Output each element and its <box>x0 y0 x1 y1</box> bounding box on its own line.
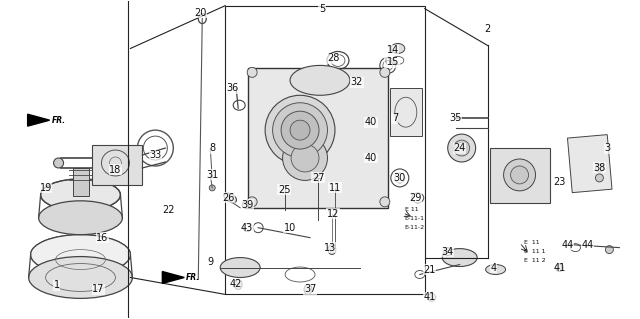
Ellipse shape <box>247 197 257 207</box>
Text: 28: 28 <box>327 54 339 63</box>
Bar <box>225 6 425 294</box>
Text: 11: 11 <box>329 183 341 193</box>
Text: 29: 29 <box>410 193 422 203</box>
Ellipse shape <box>486 264 506 274</box>
Bar <box>390 88 422 136</box>
Text: E  11 2: E 11 2 <box>524 257 545 263</box>
Text: 8: 8 <box>209 143 215 153</box>
Text: 10: 10 <box>284 223 296 233</box>
Ellipse shape <box>595 164 604 172</box>
Ellipse shape <box>454 140 470 156</box>
Text: E  11 1: E 11 1 <box>524 249 545 254</box>
Text: 22: 22 <box>162 205 175 215</box>
Text: 4: 4 <box>490 263 497 272</box>
Text: 18: 18 <box>109 165 122 175</box>
Text: 17: 17 <box>92 285 105 294</box>
Text: 5: 5 <box>319 4 325 14</box>
Text: E-11-1: E-11-1 <box>405 216 425 221</box>
Text: 30: 30 <box>394 173 406 183</box>
Ellipse shape <box>428 293 436 301</box>
Ellipse shape <box>304 285 312 294</box>
Ellipse shape <box>291 144 319 172</box>
Text: 25: 25 <box>278 185 291 195</box>
Text: 24: 24 <box>454 143 466 153</box>
Ellipse shape <box>290 120 310 140</box>
Ellipse shape <box>273 103 328 158</box>
Text: 40: 40 <box>365 117 377 127</box>
Ellipse shape <box>242 201 252 209</box>
Text: FR.: FR. <box>52 116 66 125</box>
Text: 1: 1 <box>54 280 60 290</box>
Text: 23: 23 <box>554 177 566 187</box>
Ellipse shape <box>556 263 563 271</box>
Ellipse shape <box>209 185 215 191</box>
Text: 20: 20 <box>194 8 207 18</box>
Text: 42: 42 <box>230 279 243 289</box>
Text: 26: 26 <box>222 193 234 203</box>
Text: 15: 15 <box>387 57 399 67</box>
Ellipse shape <box>220 257 260 278</box>
Ellipse shape <box>283 136 328 181</box>
Text: 14: 14 <box>387 46 399 56</box>
Bar <box>93 145 142 185</box>
Text: 36: 36 <box>226 83 238 93</box>
Text: 40: 40 <box>365 153 377 163</box>
Text: 39: 39 <box>241 200 253 210</box>
Text: 21: 21 <box>424 264 436 275</box>
Text: 9: 9 <box>207 256 213 267</box>
Text: 12: 12 <box>327 209 339 219</box>
Ellipse shape <box>448 134 476 162</box>
Text: 19: 19 <box>40 183 52 193</box>
Text: 27: 27 <box>312 173 324 183</box>
Ellipse shape <box>290 65 350 95</box>
Ellipse shape <box>328 245 336 255</box>
Ellipse shape <box>247 67 257 78</box>
Text: 41: 41 <box>424 293 436 302</box>
Bar <box>248 68 388 208</box>
Text: 13: 13 <box>324 243 336 253</box>
Ellipse shape <box>380 67 390 78</box>
Text: 16: 16 <box>97 233 109 243</box>
Text: 44: 44 <box>581 240 593 250</box>
Text: 41: 41 <box>554 263 566 272</box>
Text: 44: 44 <box>561 240 573 250</box>
Text: 43: 43 <box>241 223 253 233</box>
Text: 33: 33 <box>149 150 161 160</box>
Bar <box>568 135 612 193</box>
Text: FR.: FR. <box>186 273 200 282</box>
Text: E-11-2: E-11-2 <box>405 225 425 230</box>
Text: 35: 35 <box>449 113 462 123</box>
Text: E  11: E 11 <box>524 240 539 245</box>
Ellipse shape <box>54 158 63 168</box>
Bar <box>490 148 550 203</box>
Text: 7: 7 <box>392 113 398 123</box>
Ellipse shape <box>391 43 405 54</box>
Text: 3: 3 <box>604 143 611 153</box>
Ellipse shape <box>281 111 319 149</box>
Text: 34: 34 <box>442 247 454 256</box>
Ellipse shape <box>29 256 132 298</box>
Ellipse shape <box>234 279 242 289</box>
Polygon shape <box>163 271 184 284</box>
Ellipse shape <box>380 197 390 207</box>
Text: 2: 2 <box>484 24 491 33</box>
Ellipse shape <box>605 246 613 254</box>
Ellipse shape <box>442 249 477 267</box>
Ellipse shape <box>504 159 536 191</box>
Text: 32: 32 <box>351 77 363 87</box>
Text: E 11: E 11 <box>405 207 419 212</box>
Ellipse shape <box>265 95 335 165</box>
Ellipse shape <box>224 193 237 203</box>
Ellipse shape <box>38 201 122 235</box>
Text: 6: 6 <box>385 57 391 67</box>
Text: 38: 38 <box>593 163 605 173</box>
Ellipse shape <box>595 174 604 182</box>
Ellipse shape <box>511 166 529 184</box>
Bar <box>72 168 88 196</box>
Text: 31: 31 <box>206 170 218 180</box>
Polygon shape <box>28 114 49 126</box>
Ellipse shape <box>40 179 120 211</box>
Ellipse shape <box>31 235 131 274</box>
Text: 37: 37 <box>304 285 316 294</box>
